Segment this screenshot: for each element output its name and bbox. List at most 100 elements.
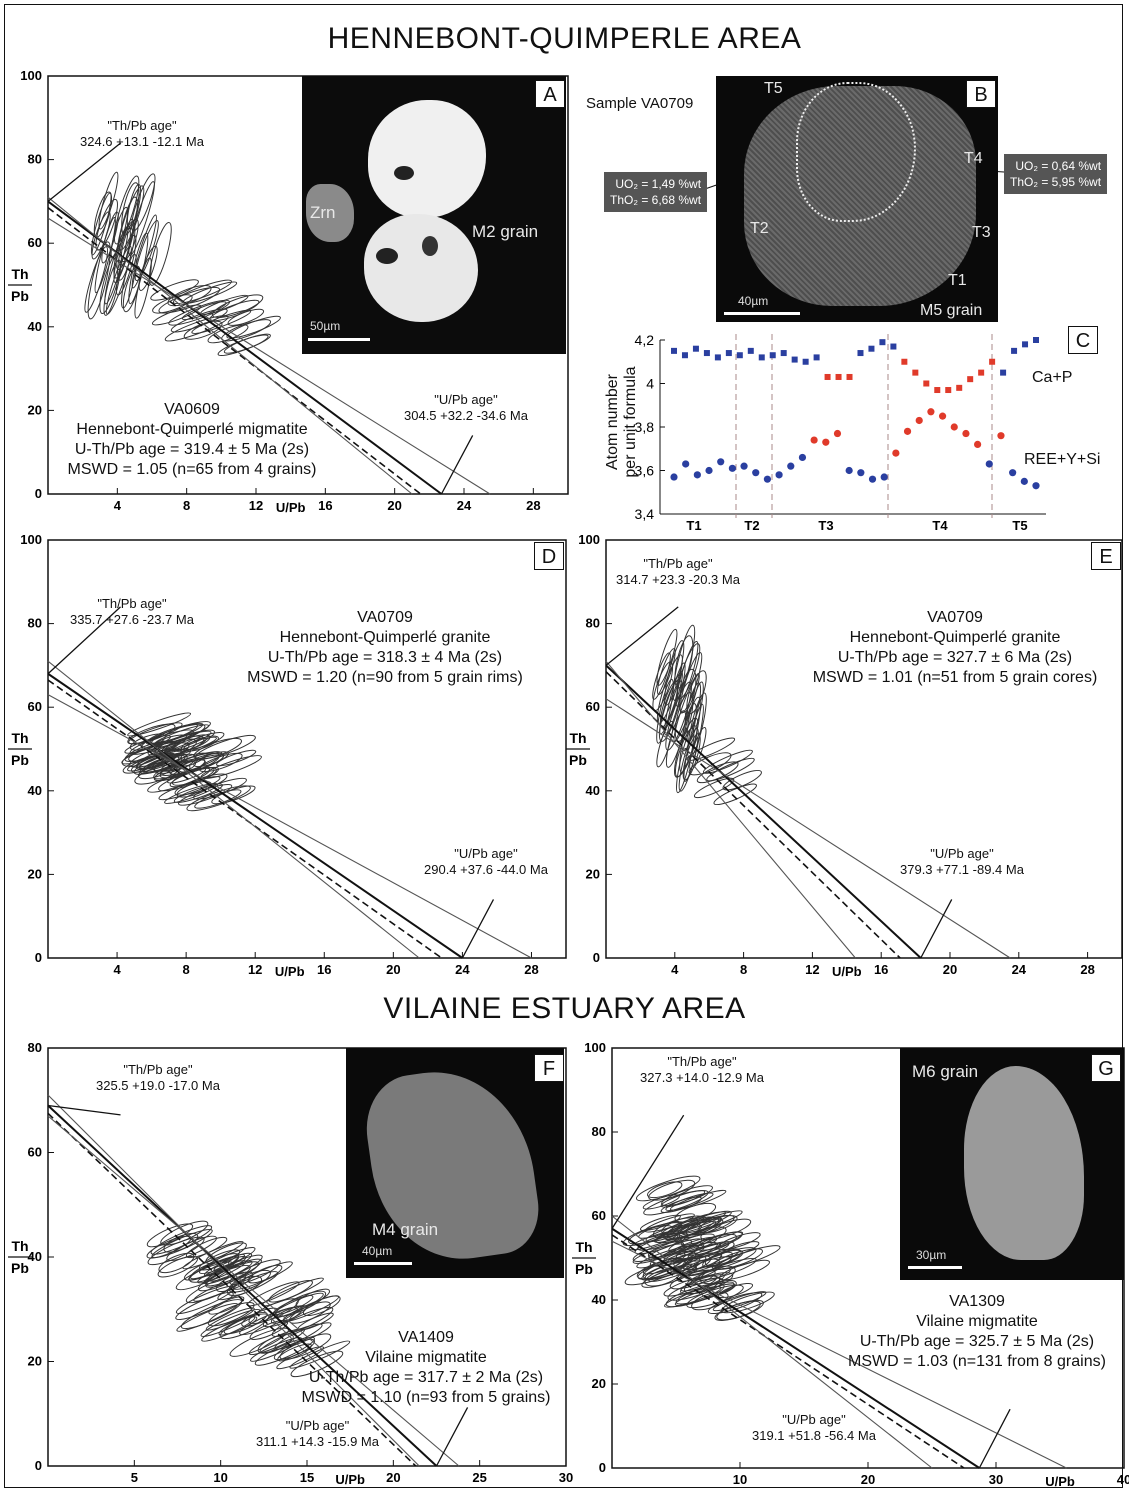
x-tick-label: 10	[213, 1470, 227, 1485]
m6-grain-label: M6 grain	[912, 1062, 979, 1081]
thpb-leader-line	[47, 1104, 121, 1116]
e-age: U-Th/Pb age = 327.7 ± 6 Ma (2s)	[837, 649, 1073, 666]
data-ellipse	[646, 1181, 683, 1199]
isochron-chart-g: 0 20 40 60 80 100 10 20 30 40 U/Pb Th Pb	[572, 1040, 1129, 1489]
ree-point-marker	[880, 473, 888, 481]
capoint-marker	[780, 350, 787, 357]
confidence-bound	[47, 217, 491, 495]
data-ellipse	[254, 1336, 315, 1366]
y-axis-label-bottom: Pb	[575, 1261, 593, 1277]
c-ylabel-2: per unit formula	[622, 366, 639, 478]
g-rock: Vilaine migmatite	[916, 1313, 1038, 1330]
data-ellipse	[218, 1316, 258, 1336]
data-ellipse	[134, 220, 159, 282]
capoint-marker	[725, 350, 732, 357]
ree-point-marker	[1020, 477, 1028, 485]
isochron-chart-a: 0 20 40 60 80 100 4 8 12 16 20 24 28 U/Pb Th Pb	[8, 68, 569, 515]
f-thpb-label: "Th/Pb age"	[123, 1062, 193, 1077]
data-ellipse	[716, 1300, 761, 1321]
capoint-marker	[956, 384, 963, 391]
zrn-label: Zrn	[310, 203, 336, 222]
data-ellipse	[147, 1236, 205, 1266]
x-tick-label: 20	[386, 962, 400, 977]
ree-point-marker	[903, 427, 912, 435]
y-tick-label: 40	[586, 783, 600, 798]
f-thpb-annotation: "Th/Pb age" 325.5 +19.0 -17.0 Ma	[96, 1062, 220, 1094]
e-thpb-label: "Th/Pb age"	[643, 556, 713, 571]
g-upb-annotation: "U/Pb age" 319.1 +51.8 -56.4 Ma	[752, 1412, 876, 1444]
data-ellipse	[680, 1226, 727, 1248]
e-thpb-annotation: "Th/Pb age" 314.7 +23.3 -20.3 Ma	[616, 556, 740, 588]
oxide-box-right: UO₂ = 0,64 %wt ThO₂ = 5,95 %wt	[1004, 154, 1108, 194]
capoint-marker	[824, 373, 831, 380]
data-ellipse	[270, 1305, 308, 1324]
data-ellipse	[674, 635, 694, 689]
y-tick-label: 100	[20, 68, 42, 83]
y-tick-label: 80	[28, 152, 42, 167]
oxide-left-uo2: UO₂ = 1,49 %wt	[615, 177, 702, 191]
c-y-tick-label: 4,2	[635, 332, 655, 348]
a-mswd: MSWD = 1.05 (n=65 from 4 grains)	[67, 461, 317, 478]
capoint-marker	[1000, 369, 1007, 376]
data-ellipse	[121, 253, 137, 309]
ree-point-marker	[962, 429, 970, 438]
photo-m6-grain: M6 grain 30µm	[900, 1048, 1124, 1280]
traverse-chart-c: 3,4 3,6 3,8 4 4,2 T1 T2 T3 T4 T5	[635, 332, 1046, 533]
data-ellipse	[127, 712, 192, 737]
ree-point-marker	[670, 473, 678, 481]
capoint-marker	[835, 373, 842, 380]
y-tick-label: 60	[586, 699, 600, 714]
data-ellipse	[660, 1190, 706, 1208]
scale-bar-g	[908, 1266, 962, 1269]
data-ellipse	[697, 1257, 757, 1281]
ree-point-marker	[868, 475, 877, 483]
ree-point-marker	[833, 429, 842, 438]
data-ellipse	[656, 678, 674, 744]
data-ellipse	[687, 1241, 735, 1262]
panel-letter-g: G	[1091, 1054, 1121, 1082]
a-info: VA0609 Hennebont-Quimperlé migmatite U-T…	[52, 400, 332, 480]
x-axis-label: U/Pb	[275, 964, 305, 979]
y-tick-label: 80	[586, 616, 600, 631]
f-mswd: MSWD = 1.10 (n=93 from 5 grains)	[301, 1389, 551, 1406]
capoint-marker	[1011, 347, 1018, 354]
scale-bar-b	[724, 312, 800, 315]
traverse-t4: T4	[964, 150, 983, 167]
ree-point-marker	[728, 464, 736, 472]
capoint-marker	[923, 380, 930, 387]
x-tick-label: 4	[113, 962, 121, 977]
confidence-bound	[611, 1215, 933, 1469]
x-tick-label: 20	[387, 498, 401, 513]
panel-letter-f: F	[534, 1054, 564, 1082]
c-ylabel-1: Atom number	[604, 373, 621, 471]
data-ellipse	[668, 1233, 715, 1253]
g-thpb-label: "Th/Pb age"	[667, 1054, 737, 1069]
capoint-marker	[857, 350, 864, 357]
capoint-marker	[901, 358, 908, 365]
capoint-marker	[934, 387, 941, 394]
data-ellipse	[176, 1302, 238, 1332]
isochron-chart-e: 0 20 40 60 80 100 4 8 12 16 20 24 28 U/Pb Th Pb	[566, 532, 1123, 979]
capoint-marker	[989, 358, 996, 365]
data-ellipse	[718, 1259, 770, 1281]
data-ellipse	[181, 301, 227, 321]
scale-label-f: 40µm	[362, 1244, 393, 1258]
f-info: VA1409 Vilaine migmatite U-Th/Pb age = 3…	[290, 1328, 562, 1408]
scale-label-g: 30µm	[916, 1248, 947, 1262]
x-tick-label: 24	[455, 962, 470, 977]
x-tick-label: 16	[874, 962, 888, 977]
y-axis-label-bottom: Pb	[11, 1260, 29, 1276]
c-x-cat-label: T2	[744, 518, 759, 533]
data-ellipse	[217, 1271, 279, 1301]
x-axis-label: U/Pb	[335, 1472, 365, 1487]
g-thpb-annotation: "Th/Pb age" 327.3 +14.0 -12.9 Ma	[640, 1054, 764, 1086]
x-tick-label: 12	[249, 498, 263, 513]
confidence-bound	[47, 660, 420, 959]
plot-frame	[605, 539, 1123, 959]
f-thpb-value: 325.5 +19.0 -17.0 Ma	[96, 1078, 220, 1093]
ree-point-marker	[915, 416, 923, 425]
x-tick-label: 28	[524, 962, 538, 977]
e-rock: Hennebont-Quimperlé granite	[849, 629, 1061, 646]
y-tick-label: 0	[599, 1460, 606, 1475]
data-ellipse	[211, 294, 264, 318]
